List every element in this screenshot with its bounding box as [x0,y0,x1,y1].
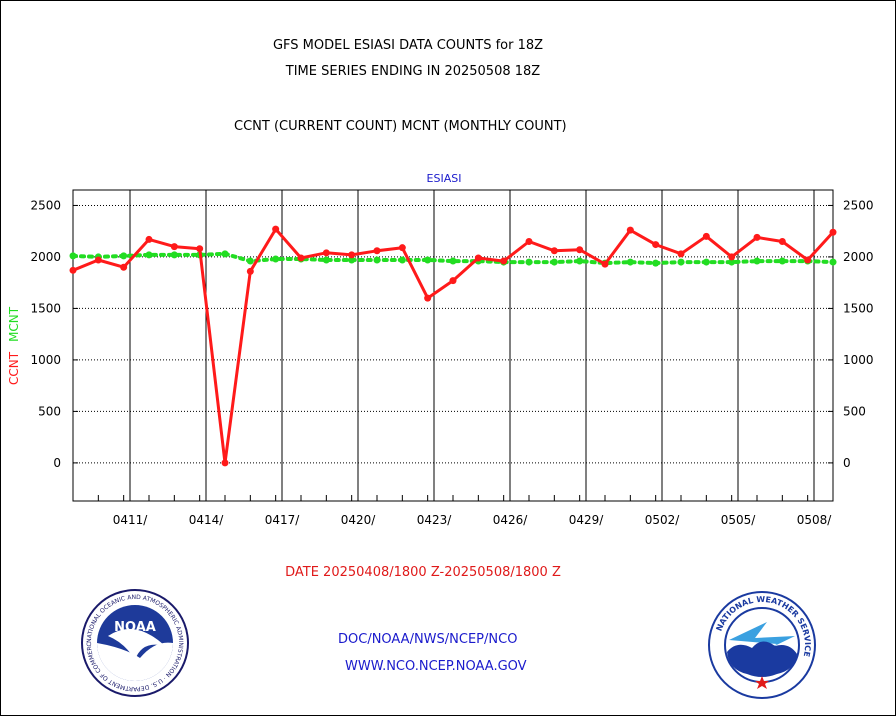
y-tick-label-right: 2000 [843,250,874,264]
ccnt-point [500,257,508,265]
x-tick-label: 0505/ [721,513,757,527]
plot-frame [72,189,834,502]
mcnt-series [69,250,837,267]
noaa-logo-icon: NOAA NATIONAL OCEANIC AND ATMOSPHERIC AD… [80,588,189,697]
y-tick-label-left: 500 [38,404,61,418]
ccnt-point [322,249,330,257]
mcnt-point [424,256,432,264]
mcnt-point [626,258,634,266]
mcnt-point [322,256,330,264]
mcnt-point [576,257,584,265]
ccnt-point [196,245,204,253]
tick-labels: 2500 2500 2000 2000 1500 1500 1000 1000 500 500 0 0… [30,198,873,527]
y-tick-label-right: 500 [843,404,866,418]
ccnt-point [804,256,812,264]
mcnt-point [170,251,178,259]
mcnt-point [702,258,710,266]
mcnt-point [550,258,558,266]
chart-legend-description: CCNT (CURRENT COUNT) MCNT (MONTHLY COUNT… [234,119,567,134]
x-tick-label: 0420/ [341,513,377,527]
ccnt-point [297,254,305,262]
ccnt-point [576,246,584,254]
ccnt-point [69,266,77,274]
ccnt-point [474,254,482,262]
x-tick-label: 0414/ [189,513,225,527]
chart-subtitle-time-series: TIME SERIES ENDING IN 20250508 18Z [285,64,541,79]
ccnt-point [728,253,736,261]
ccnt-point [398,244,406,252]
ccnt-point [449,277,457,285]
chart-title: GFS MODEL ESIASI DATA COUNTS for 18Z [272,38,544,53]
x-tick-label: 0423/ [417,513,453,527]
mcnt-point [145,251,153,259]
grid-lines [72,189,834,502]
mcnt-point [525,258,533,266]
ccnt-point [652,241,660,249]
mcnt-point [348,256,356,264]
ccnt-point [601,260,609,268]
y-tick-label-left: 1500 [30,301,61,315]
mcnt-point [753,257,761,265]
footer-link-doc-noaa[interactable]: DOC/NOAA/NWS/NCEP/NCO [338,632,518,647]
x-tick-label: 0417/ [265,513,301,527]
y-tick-label-right: 2500 [843,198,874,212]
mcnt-point [652,259,660,267]
y-tick-label-left: 2500 [30,198,61,212]
ccnt-point [145,235,153,243]
x-tick-label: 0508/ [797,513,833,527]
mcnt-point [69,252,77,260]
mcnt-point [778,257,786,265]
mcnt-point [677,258,685,266]
mcnt-point [398,256,406,264]
ccnt-point [550,247,558,255]
mcnt-point [829,258,837,266]
mcnt-point [120,252,128,260]
y-tick-label-right: 1500 [843,301,874,315]
x-tick-label: 0426/ [493,513,529,527]
mcnt-point [246,257,254,265]
mcnt-point [728,258,736,266]
ccnt-point [373,247,381,255]
ccnt-point [829,228,837,236]
ccnt-point [94,256,102,264]
y-tick-label-left: 2000 [30,250,61,264]
x-axis-label-date-range: DATE 20250408/1800 Z-20250508/1800 Z [285,565,561,580]
ccnt-point [348,251,356,259]
panel-title: ESIASI [426,172,462,185]
footer-link-nco-website[interactable]: WWW.NCO.NCEP.NOAA.GOV [345,659,527,674]
ccnt-point [525,237,533,245]
ccnt-point [246,267,254,275]
mcnt-point [449,257,457,265]
x-tick-label: 0429/ [569,513,605,527]
axis-ticks [72,204,834,501]
y-tick-label-right: 0 [843,456,851,470]
ccnt-point [424,294,432,302]
ccnt-series [69,225,837,467]
mcnt-point [272,255,280,263]
x-tick-label: 0411/ [113,513,149,527]
mcnt-point [373,256,381,264]
x-tick-label: 0502/ [645,513,681,527]
ccnt-point [272,225,280,233]
ccnt-point [778,237,786,245]
ccnt-point [677,250,685,258]
y-tick-label-left: 1000 [30,353,61,367]
y-tick-label-right: 1000 [843,353,874,367]
ccnt-point [120,263,128,271]
ccnt-point [626,226,634,234]
mcnt-point [221,250,229,258]
ccnt-point [221,459,229,467]
ccnt-point [170,243,178,251]
noaa-logo-text: NOAA [114,620,156,635]
y-tick-label-left: 0 [53,456,61,470]
ccnt-point [753,233,761,241]
nws-logo-icon: NATIONAL WEATHER SERVICE [708,591,816,699]
ccnt-point [702,232,710,240]
